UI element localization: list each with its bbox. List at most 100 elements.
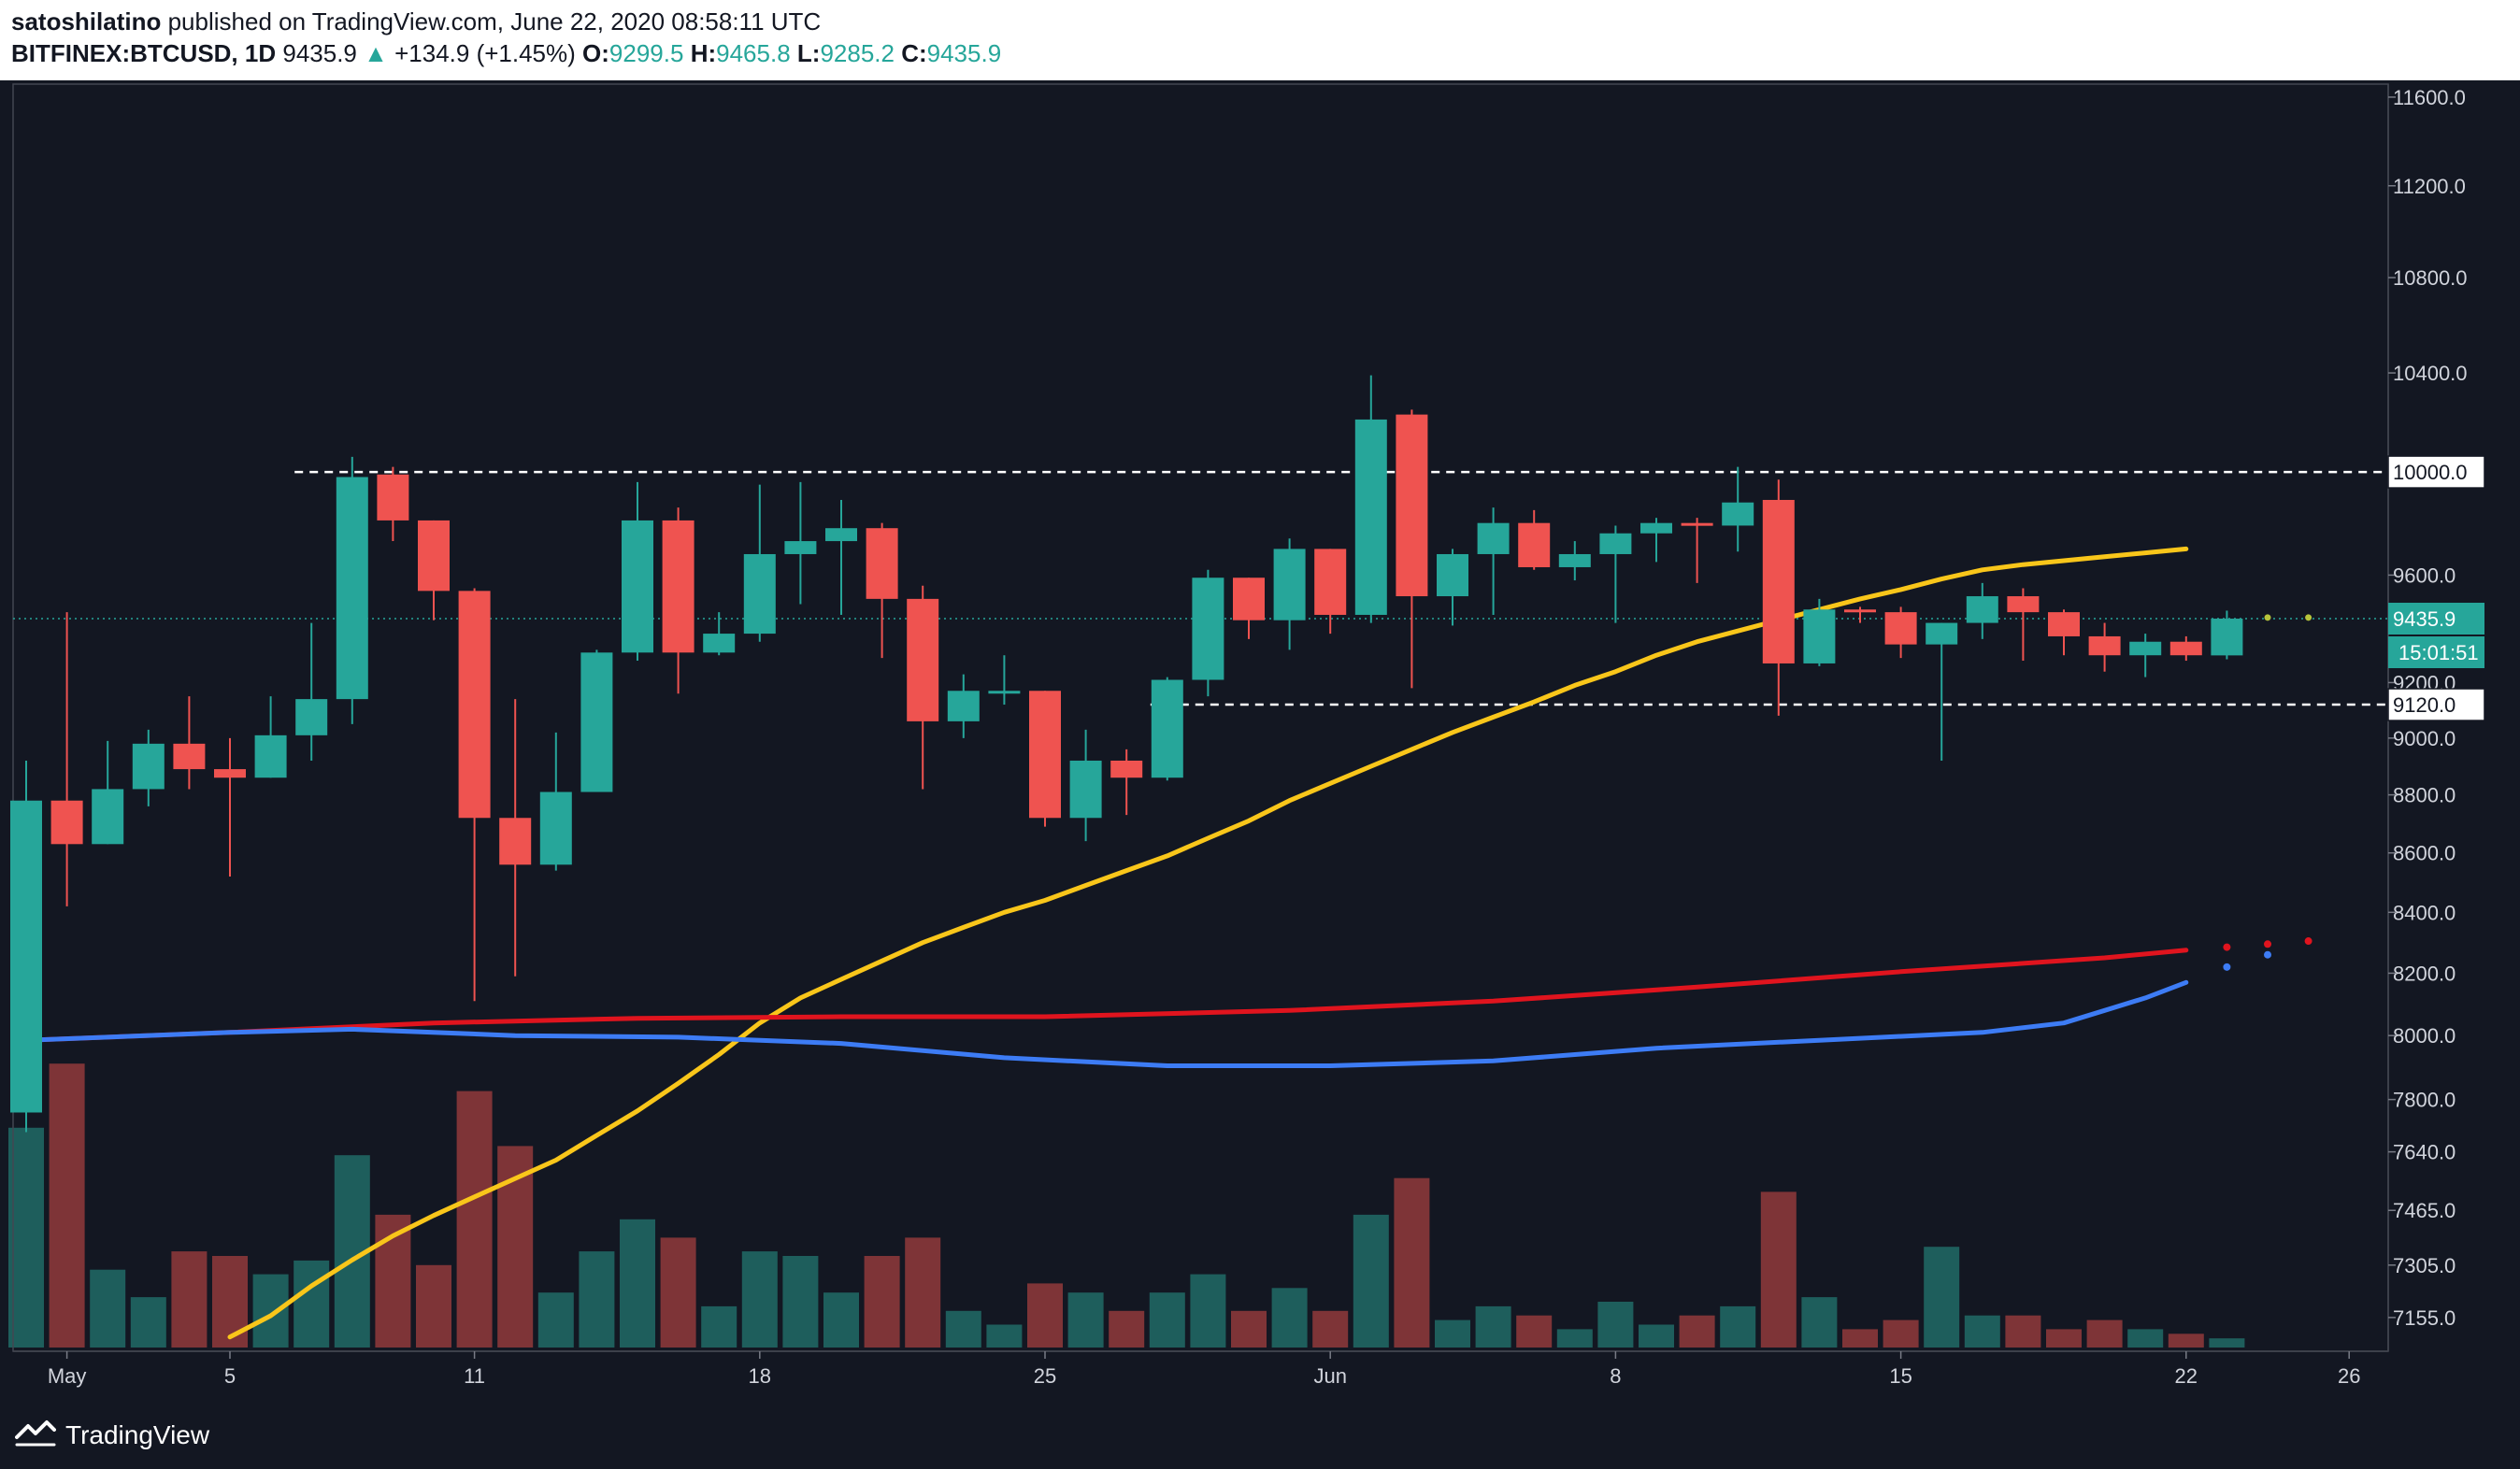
time-tick-label: 15 — [1889, 1364, 1911, 1388]
candle-body — [254, 734, 287, 778]
candle — [92, 740, 124, 845]
candle-body — [132, 743, 165, 790]
candle-body — [1110, 760, 1143, 778]
candle-body — [1926, 622, 1958, 645]
candle — [1558, 541, 1591, 581]
volume-bar — [1231, 1310, 1267, 1348]
candle-body — [1722, 502, 1754, 526]
candle — [1192, 569, 1224, 697]
volume-bar — [2168, 1334, 2204, 1348]
price-tick-label: 8200.0 — [2393, 962, 2456, 985]
volume-bar — [1190, 1274, 1226, 1348]
candle — [825, 499, 857, 615]
publish-info: satoshilatino published on TradingView.c… — [11, 7, 821, 36]
volume-bar — [782, 1256, 819, 1348]
candle-body — [2048, 612, 2080, 636]
moving-average-3 — [23, 979, 2189, 1068]
volume-bar — [1720, 1305, 1756, 1348]
candle — [1518, 509, 1551, 570]
price-tick-label: 7640.0 — [2393, 1141, 2456, 1164]
candle — [1599, 525, 1632, 623]
volume-bar — [1760, 1191, 1797, 1348]
candle — [2129, 634, 2162, 677]
volume-bar — [1027, 1283, 1063, 1348]
candle — [1110, 749, 1143, 816]
candle — [1314, 549, 1347, 635]
candle-body — [1681, 522, 1713, 526]
projection-dot — [2264, 614, 2271, 621]
volume-bar — [1883, 1319, 1919, 1348]
price-tick-label: 11200.0 — [2393, 175, 2466, 198]
footer: TradingView — [0, 1402, 2520, 1469]
candle-body — [1151, 679, 1183, 778]
candle-body — [743, 553, 776, 635]
countdown-box — [2388, 636, 2484, 669]
candle — [703, 612, 736, 656]
moving-average-1 — [227, 546, 2189, 1340]
candle-body — [2211, 619, 2243, 656]
volume-bar — [1924, 1247, 1960, 1348]
volume-bar — [1679, 1315, 1715, 1348]
volume-bar — [2046, 1329, 2082, 1348]
candle-body — [173, 743, 206, 770]
candle-body — [2169, 641, 2202, 656]
time-tick-label: May — [48, 1364, 87, 1388]
candle — [947, 674, 980, 738]
volume-bar — [741, 1251, 778, 1348]
candle — [173, 696, 206, 790]
candle-body — [662, 520, 694, 653]
axes: 7155.0 7305.0 7465.0 7640.0 7800.0 8000.0 8200… — [13, 84, 2485, 1388]
candle — [2088, 622, 2121, 672]
volume-bar — [90, 1269, 126, 1348]
support-label: 9120.0 — [2393, 693, 2456, 717]
projection-dot — [2304, 937, 2312, 946]
candle-body — [1273, 549, 1306, 620]
candle-body — [92, 789, 124, 845]
candle-body — [1314, 549, 1347, 615]
price-tick-label: 8600.0 — [2393, 842, 2456, 865]
candle — [1477, 507, 1510, 615]
candle-body — [1966, 596, 1998, 623]
candle — [784, 481, 817, 605]
price-tick-label: 7305.0 — [2393, 1254, 2456, 1277]
candle — [1681, 518, 1713, 583]
candle — [580, 649, 613, 792]
resistance-box — [2387, 455, 2485, 489]
volume-bar — [945, 1310, 981, 1348]
volume-bar — [1516, 1315, 1553, 1348]
resistance-label: 10000.0 — [2393, 461, 2468, 484]
change-arrow-icon: ▲ — [364, 39, 388, 67]
time-tick-label: 5 — [224, 1364, 236, 1388]
projection-dot — [2223, 963, 2231, 971]
volume-bar — [49, 1063, 85, 1348]
candle — [1437, 549, 1468, 626]
volume-bar — [1394, 1177, 1430, 1348]
candle-body — [2088, 635, 2121, 656]
candle-body — [50, 800, 83, 845]
candle — [866, 522, 898, 659]
candle-body — [214, 769, 246, 778]
candle — [2007, 588, 2040, 662]
author-name[interactable]: satoshilatino — [11, 7, 162, 36]
candle-body — [377, 474, 409, 521]
price-chart[interactable]: 7155.0 7305.0 7465.0 7640.0 7800.0 8000.0 8200… — [0, 80, 2520, 1402]
tradingview-brand[interactable]: TradingView — [15, 1417, 209, 1453]
candle-body — [336, 477, 368, 700]
candle-body — [499, 818, 532, 865]
chart-header: satoshilatino published on TradingView.c… — [0, 0, 2520, 80]
time-tick-label: 26 — [2338, 1364, 2360, 1388]
price-tick-label: 10400.0 — [2393, 362, 2468, 385]
candle-body — [1640, 522, 1672, 534]
tradingview-logo-icon — [15, 1417, 56, 1453]
candle-body — [295, 699, 328, 735]
candle — [907, 585, 939, 790]
candle — [662, 507, 694, 694]
volume-bar — [701, 1305, 737, 1348]
candle-body — [947, 691, 980, 721]
publish-text: published on TradingView.com, June 22, 2… — [167, 7, 822, 36]
projection-dot — [2264, 940, 2271, 948]
volume-bar — [130, 1297, 166, 1348]
symbol-label[interactable]: BITFINEX:BTCUSD, 1D — [11, 39, 277, 67]
candles — [10, 375, 2243, 1133]
candle — [1966, 582, 1998, 639]
